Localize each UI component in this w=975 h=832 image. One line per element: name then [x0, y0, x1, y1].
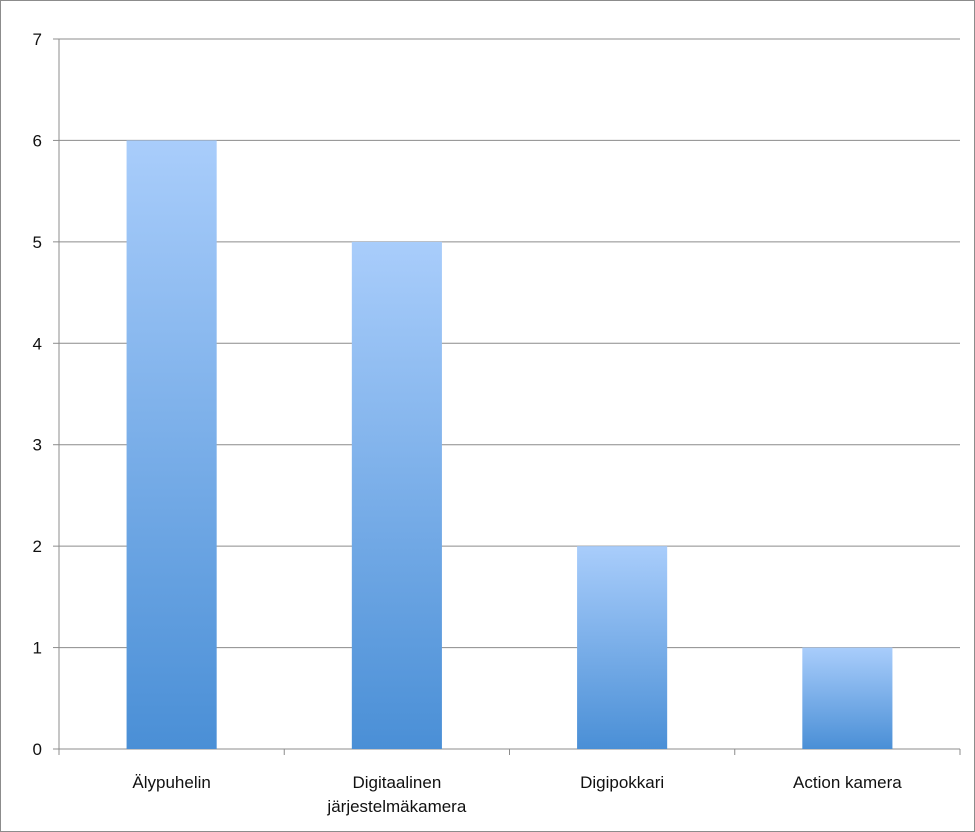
y-tick-label: 6: [33, 131, 42, 150]
bars: [126, 140, 893, 749]
y-tick-label: 5: [33, 233, 42, 252]
y-tick-label: 2: [33, 537, 42, 556]
y-tick-label: 4: [33, 334, 42, 353]
bar: [802, 647, 893, 749]
y-tick-label: 0: [33, 740, 42, 759]
x-category-label: Älypuhelin: [132, 773, 210, 792]
y-tick-label: 7: [33, 30, 42, 49]
bar: [126, 140, 217, 749]
x-category-label: järjestelmäkamera: [326, 797, 466, 816]
x-category-label: Digipokkari: [580, 773, 664, 792]
x-category-label: Action kamera: [793, 773, 902, 792]
y-tick-labels: 0 1 2 3 4 5 6 7: [33, 30, 42, 759]
y-tick-label: 1: [33, 639, 42, 658]
x-category-label: Digitaalinen: [352, 773, 441, 792]
x-category-labels: Älypuhelin Digitaalinen järjestelmäkamera D…: [132, 773, 902, 816]
bar: [351, 241, 442, 749]
y-tick-label: 3: [33, 436, 42, 455]
bar: [577, 546, 668, 749]
